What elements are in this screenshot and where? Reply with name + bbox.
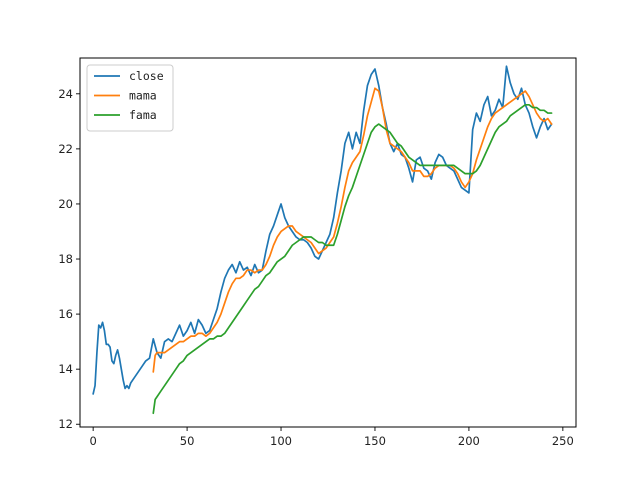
y-tick-label: 22 bbox=[58, 142, 73, 156]
series-line-fama bbox=[152, 103, 553, 415]
axes-frame bbox=[79, 57, 577, 428]
legend-label-fama: fama bbox=[129, 108, 157, 122]
legend: close mama fama bbox=[86, 64, 174, 132]
series-layer bbox=[92, 65, 553, 415]
series-line-close bbox=[92, 65, 553, 395]
x-tick-label: 250 bbox=[552, 434, 574, 448]
x-tick-label: 200 bbox=[458, 434, 480, 448]
x-tick-label: 150 bbox=[364, 434, 386, 448]
y-tick-label: 20 bbox=[58, 197, 73, 211]
legend-label-close: close bbox=[129, 69, 164, 83]
y-tick-label: 14 bbox=[58, 362, 73, 376]
y-tick-label: 12 bbox=[58, 417, 73, 431]
series-line-mama bbox=[152, 87, 553, 373]
legend-label-mama: mama bbox=[129, 89, 157, 103]
y-tick-label: 24 bbox=[58, 87, 73, 101]
ticks-layer: 0 50 100 150 200 250 12 14 16 18 20 22 24 bbox=[58, 87, 573, 448]
y-tick-label: 18 bbox=[58, 252, 73, 266]
x-tick-label: 100 bbox=[270, 434, 292, 448]
x-tick-label: 0 bbox=[89, 434, 96, 448]
y-tick-label: 16 bbox=[58, 307, 73, 321]
x-tick-label: 50 bbox=[180, 434, 195, 448]
